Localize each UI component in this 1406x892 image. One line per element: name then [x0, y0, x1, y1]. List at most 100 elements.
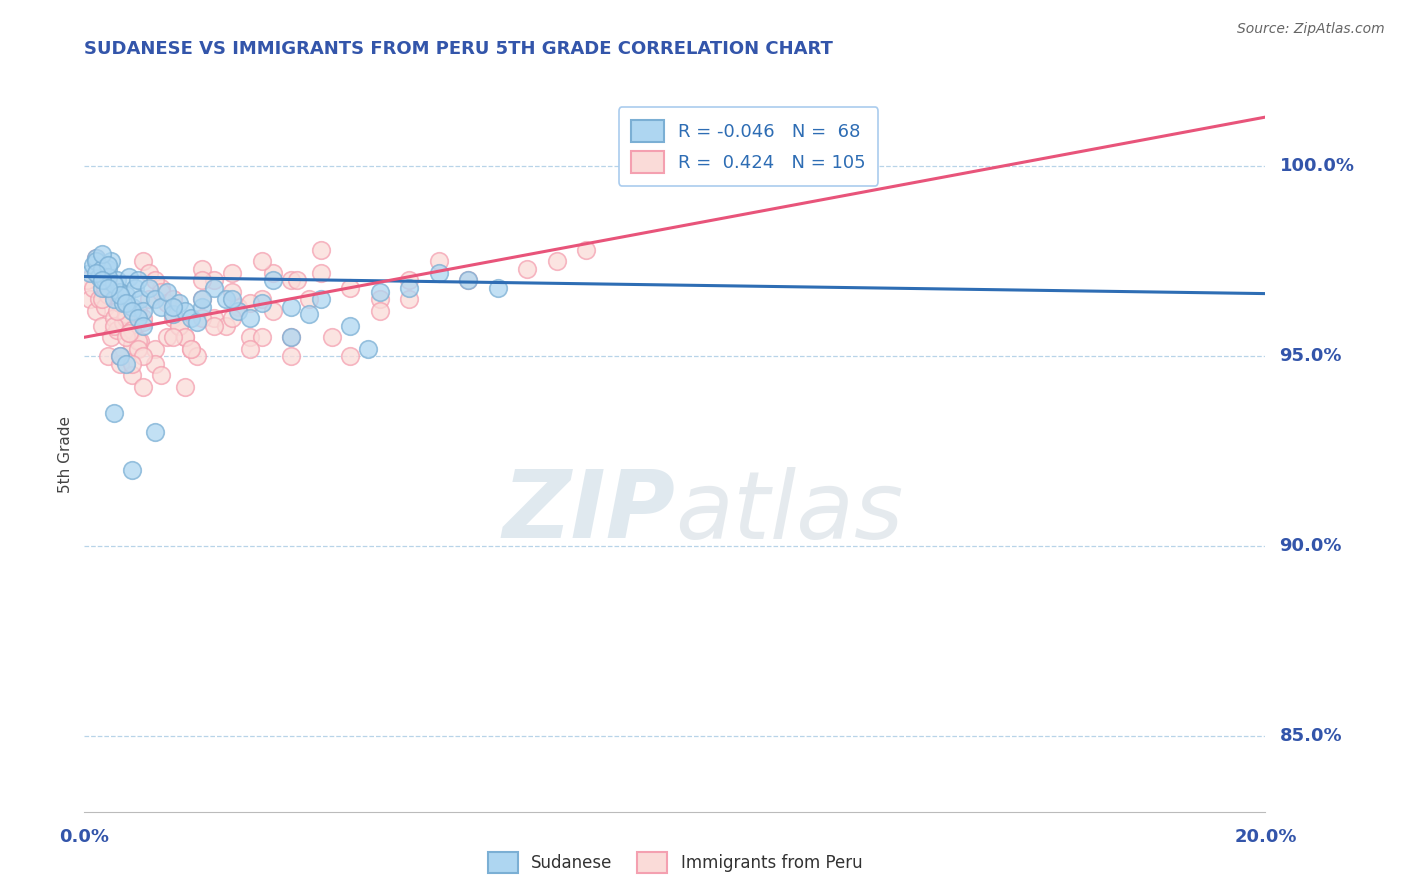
- Point: [427, 266, 450, 280]
- Point: [103, 318, 125, 333]
- Point: [368, 303, 391, 318]
- Point: [103, 285, 125, 299]
- Point: [132, 349, 155, 363]
- Point: [191, 293, 214, 307]
- Point: [226, 303, 249, 318]
- Point: [114, 330, 136, 344]
- Point: [129, 293, 152, 307]
- Point: [91, 261, 114, 276]
- Point: [127, 342, 149, 356]
- Point: [180, 311, 202, 326]
- Point: [457, 273, 479, 287]
- Point: [280, 349, 302, 363]
- Point: [91, 246, 114, 260]
- Point: [121, 463, 143, 477]
- Point: [105, 303, 128, 318]
- Point: [398, 273, 420, 287]
- Text: SUDANESE VS IMMIGRANTS FROM PERU 5TH GRADE CORRELATION CHART: SUDANESE VS IMMIGRANTS FROM PERU 5TH GRA…: [84, 40, 834, 58]
- Point: [239, 296, 262, 310]
- Point: [97, 281, 120, 295]
- Point: [156, 296, 179, 310]
- Point: [285, 273, 308, 287]
- Point: [186, 315, 208, 329]
- Point: [94, 273, 117, 287]
- Point: [111, 315, 134, 329]
- Point: [186, 349, 208, 363]
- Point: [114, 308, 136, 322]
- Point: [114, 311, 136, 326]
- Point: [84, 266, 107, 280]
- Point: [105, 323, 128, 337]
- Point: [127, 311, 149, 326]
- Point: [84, 251, 107, 265]
- Point: [321, 330, 343, 344]
- Point: [132, 315, 155, 329]
- Point: [202, 273, 225, 287]
- Point: [97, 349, 120, 363]
- Point: [221, 293, 243, 307]
- Legend: R = -0.046   N =  68, R =  0.424   N = 105: R = -0.046 N = 68, R = 0.424 N = 105: [619, 107, 879, 186]
- Point: [215, 293, 238, 307]
- Point: [97, 269, 120, 284]
- Point: [100, 254, 122, 268]
- Point: [202, 318, 225, 333]
- Y-axis label: 5th Grade: 5th Grade: [58, 417, 73, 493]
- Point: [162, 308, 184, 322]
- Point: [162, 311, 184, 326]
- Point: [82, 258, 104, 272]
- Text: 100.0%: 100.0%: [1279, 158, 1354, 176]
- Point: [114, 288, 136, 302]
- Point: [162, 293, 184, 307]
- Point: [91, 261, 114, 276]
- Text: ZIP: ZIP: [502, 466, 675, 558]
- Point: [239, 311, 262, 326]
- Point: [91, 281, 114, 295]
- Text: Source: ZipAtlas.com: Source: ZipAtlas.com: [1237, 22, 1385, 37]
- Point: [114, 357, 136, 371]
- Point: [91, 293, 114, 307]
- Point: [167, 318, 190, 333]
- Point: [457, 273, 479, 287]
- Point: [309, 243, 332, 257]
- Point: [368, 293, 391, 307]
- Point: [339, 349, 361, 363]
- Point: [87, 269, 111, 284]
- Point: [150, 300, 173, 314]
- Point: [368, 285, 391, 299]
- Point: [262, 303, 284, 318]
- Point: [202, 281, 225, 295]
- Point: [138, 281, 160, 295]
- Point: [108, 288, 131, 302]
- Point: [143, 273, 166, 287]
- Point: [108, 296, 131, 310]
- Point: [309, 293, 332, 307]
- Point: [516, 261, 538, 276]
- Point: [173, 330, 195, 344]
- Text: atlas: atlas: [675, 467, 903, 558]
- Point: [121, 338, 143, 352]
- Point: [162, 308, 184, 322]
- Point: [132, 379, 155, 393]
- Point: [180, 342, 202, 356]
- Point: [79, 266, 101, 280]
- Point: [132, 303, 155, 318]
- Point: [173, 303, 195, 318]
- Point: [105, 273, 128, 287]
- Point: [138, 293, 160, 307]
- Point: [262, 266, 284, 280]
- Point: [138, 266, 160, 280]
- Text: 95.0%: 95.0%: [1279, 347, 1341, 365]
- Point: [173, 379, 195, 393]
- Point: [250, 293, 273, 307]
- Point: [221, 311, 243, 326]
- Point: [156, 330, 179, 344]
- Point: [280, 273, 302, 287]
- Point: [84, 254, 107, 268]
- Point: [250, 254, 273, 268]
- Point: [97, 288, 120, 302]
- Point: [215, 318, 238, 333]
- Point: [129, 334, 152, 348]
- Point: [180, 342, 202, 356]
- Point: [82, 281, 104, 295]
- Point: [143, 293, 166, 307]
